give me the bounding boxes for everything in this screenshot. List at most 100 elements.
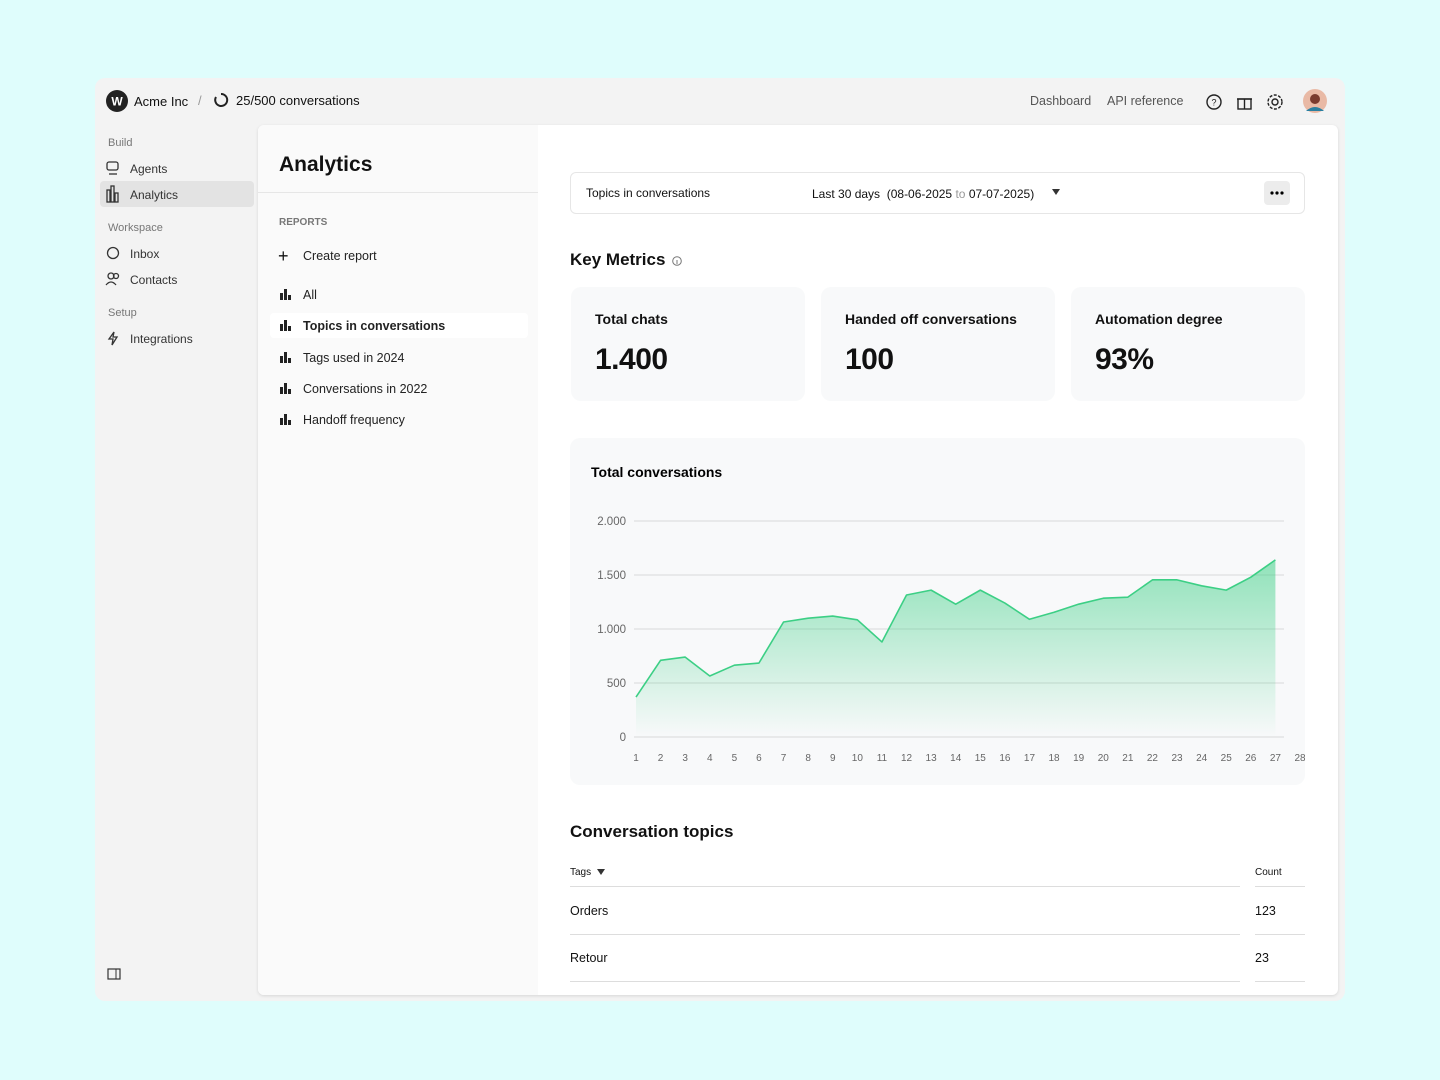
report-icon	[280, 289, 291, 300]
x-tick-label: 27	[1270, 753, 1282, 764]
metric-card	[1071, 287, 1305, 401]
y-tick-label: 500	[607, 678, 626, 690]
x-tick-label: 24	[1196, 753, 1208, 764]
usage: 25/500 conversations	[236, 93, 360, 108]
reports-heading: REPORTS	[279, 217, 328, 228]
org-name[interactable]: Acme Inc	[134, 94, 189, 109]
dropdown-arrow[interactable]	[1052, 189, 1061, 196]
nav-item[interactable]: Agents	[130, 162, 168, 176]
x-tick-label: 21	[1122, 753, 1134, 764]
row-line	[570, 981, 1240, 982]
logo: W	[106, 90, 128, 112]
plus-icon: +	[278, 246, 289, 266]
filter-range[interactable]: Last 30 days (08-06-2025 to 07-07-2025)	[812, 187, 1034, 201]
report-item[interactable]: Conversations in 2022	[303, 381, 428, 396]
x-tick-label: 25	[1221, 753, 1233, 764]
row-line	[570, 934, 1240, 935]
cell: 123	[1255, 904, 1276, 918]
chart: Total conversations 0 500 1.000 1.500 2.000 1…	[591, 464, 1305, 764]
x-tick-label: 23	[1171, 753, 1183, 764]
x-tick-label: 28	[1294, 753, 1305, 764]
metric-label: Total chats	[595, 311, 668, 327]
separator: /	[198, 93, 202, 108]
x-tick-label: 12	[901, 753, 913, 764]
active-report-bg	[270, 313, 528, 338]
to: 07-07-2025)	[968, 187, 1035, 201]
metric-card	[821, 287, 1055, 401]
active-item-bg	[100, 181, 254, 207]
section-title: Conversation topics	[570, 822, 734, 841]
x-tick-label: 14	[950, 753, 962, 764]
toolbar-icons[interactable]: ?	[1205, 93, 1291, 111]
metric-value: 100	[845, 343, 894, 376]
y-tick-label: 0	[620, 732, 626, 744]
metric-label: Automation degree	[1095, 311, 1223, 327]
x-tick-label: 2	[658, 753, 664, 764]
sidebar-icons	[105, 161, 120, 346]
cell: Orders	[570, 904, 609, 918]
report-item[interactable]: Handoff frequency	[303, 413, 405, 428]
report-icon	[280, 414, 291, 426]
to-word: to	[955, 187, 966, 201]
section-title: Build	[108, 137, 133, 149]
range: Last 30 days	[812, 187, 881, 201]
x-tick-label: 5	[732, 753, 738, 764]
nav-link[interactable]: API reference	[1107, 94, 1184, 108]
report-item[interactable]: All	[303, 288, 317, 302]
section-title: Setup	[108, 307, 137, 319]
create-report[interactable]: Create report	[303, 249, 377, 263]
x-tick-label: 6	[756, 753, 762, 764]
report-item[interactable]: Tags used in 2024	[303, 350, 405, 365]
x-tick-label: 1	[633, 753, 639, 764]
divider	[258, 192, 538, 193]
report-item[interactable]: Topics in conversations	[303, 319, 446, 334]
x-tick-label: 19	[1073, 753, 1085, 764]
nav-item[interactable]: Contacts	[130, 273, 178, 287]
section-title: Key Metrics	[570, 250, 666, 269]
area	[636, 559, 1276, 737]
cell: Retour	[570, 951, 608, 965]
column-header[interactable]: Tags	[570, 867, 592, 878]
x-tick-label: 17	[1024, 753, 1036, 764]
nav-item[interactable]: Analytics	[130, 188, 179, 202]
more-button[interactable]	[1264, 181, 1290, 205]
x-tick-label: 8	[805, 753, 811, 764]
metric-card	[571, 287, 805, 401]
nav-item[interactable]: Integrations	[130, 332, 193, 346]
cell: 23	[1255, 951, 1269, 965]
y-tick-label: 1.500	[597, 570, 626, 582]
x-tick-label: 4	[707, 753, 713, 764]
info-icon[interactable]	[672, 256, 682, 266]
filter-bar	[570, 172, 1305, 214]
nav-link[interactable]: Dashboard	[1030, 94, 1092, 108]
x-tick-label: 3	[682, 753, 688, 764]
nav-item[interactable]: Inbox	[130, 247, 160, 261]
report-icon	[280, 320, 291, 332]
sort-arrow[interactable]	[597, 869, 606, 876]
metric-value: 93%	[1095, 343, 1154, 376]
from: (08-06-2025	[886, 187, 953, 201]
line	[635, 559, 1276, 698]
row-line	[1255, 981, 1305, 982]
x-tick-label: 7	[781, 753, 787, 764]
collapse-icon[interactable]	[107, 968, 121, 980]
x-tick-label: 22	[1147, 753, 1159, 764]
x-tick-label: 13	[926, 753, 938, 764]
metric-label: Handed off conversations	[845, 311, 1017, 327]
x-tick-label: 15	[975, 753, 987, 764]
y-tick-label: 1.000	[597, 624, 626, 636]
x-tick-label: 18	[1049, 753, 1061, 764]
row-line	[1255, 886, 1305, 887]
usage-icon	[214, 92, 229, 107]
filter-report[interactable]: Topics in conversations	[586, 186, 711, 200]
column-header: Count	[1255, 867, 1282, 878]
metric-value: 1.400	[595, 343, 668, 376]
svg-text:?: ?	[1211, 98, 1216, 108]
avatar[interactable]	[1303, 89, 1327, 113]
row-line	[570, 886, 1240, 887]
x-tick-label: 11	[877, 753, 888, 764]
chart-title: Total conversations	[591, 464, 722, 480]
report-icon	[280, 351, 291, 363]
reports-panel	[258, 125, 538, 995]
